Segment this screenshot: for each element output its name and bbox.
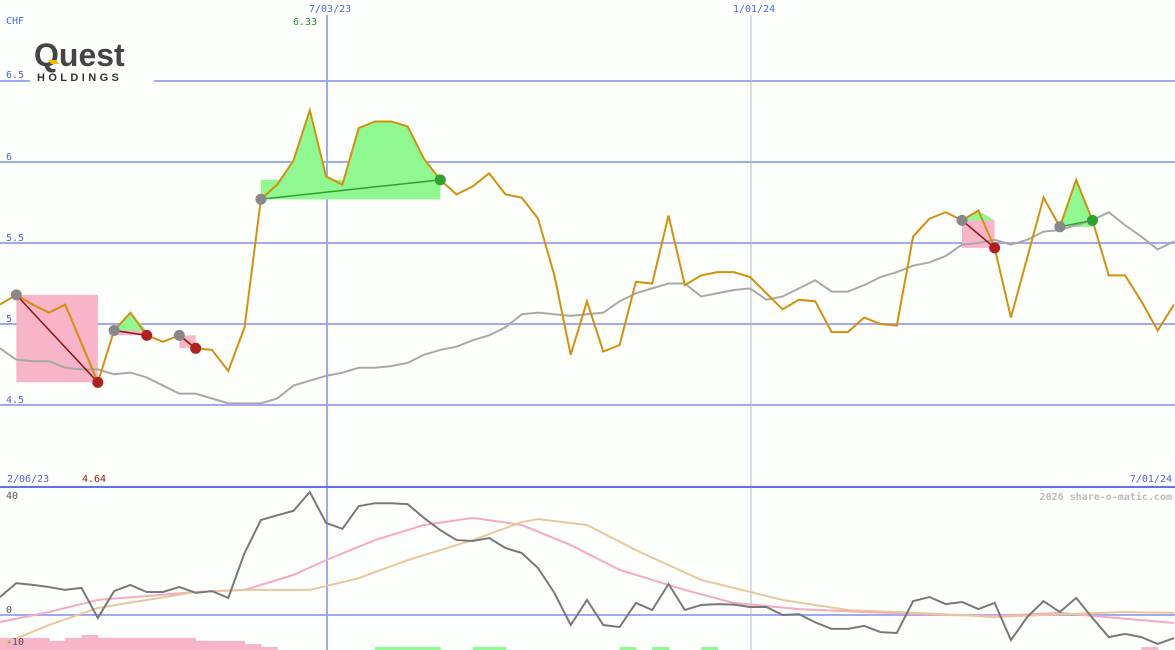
svg-text:Quest: Quest: [34, 37, 125, 73]
date-marker-2: 1/01/24: [733, 4, 775, 15]
signal-entry-marker: [956, 214, 968, 226]
trade-signals: [16, 110, 1093, 383]
signal-exit-marker: [141, 329, 153, 341]
gain-area: [260, 110, 441, 200]
histogram-bar: [1141, 647, 1159, 650]
gain-area: [1059, 179, 1093, 227]
date-marker-1: 7/03/23: [309, 4, 351, 15]
signal-exit-marker: [434, 174, 446, 186]
histogram-bar: [701, 647, 718, 650]
quest-holdings-logo: Quest HOLDINGS: [30, 36, 154, 86]
histogram-bar: [423, 647, 441, 650]
histogram-bar: [652, 647, 670, 650]
histogram-bar: [472, 647, 490, 650]
signal-markers: [10, 174, 1098, 388]
signal-entry-marker: [108, 324, 120, 336]
histogram-bar: [179, 637, 197, 650]
histogram-bar: [489, 647, 506, 650]
signal-entry-marker: [173, 329, 185, 341]
histogram-bar: [228, 640, 246, 650]
signal-exit-marker: [92, 376, 104, 388]
histogram-bar: [65, 637, 83, 650]
ind-ytick-minus10: -10: [6, 637, 24, 648]
histogram-bar: [407, 647, 425, 650]
histogram-bar: [32, 637, 50, 650]
moving-average-line: [0, 211, 1175, 405]
histogram-bar: [375, 647, 392, 650]
signal-link: [1059, 219, 1093, 228]
histogram-bar: [619, 647, 637, 650]
histogram-bar: [260, 647, 278, 650]
ytick-6: 6: [6, 152, 12, 163]
gain-area: [962, 210, 995, 221]
histogram-bar: [16, 637, 34, 650]
series-lines: [0, 106, 1175, 647]
low-label: 4.64: [82, 474, 106, 485]
ind-ytick-0: 0: [6, 605, 12, 616]
signal-entry-marker: [1054, 221, 1066, 233]
slow-signal-line: [0, 518, 1175, 647]
high-label: 6.33: [293, 17, 317, 28]
histogram-bar: [97, 637, 115, 650]
ytick-5: 5: [6, 314, 12, 325]
histogram-bar: [195, 640, 213, 650]
momentum-line: [0, 490, 1175, 645]
grid: [0, 15, 1175, 650]
ytick-5.5: 5.5: [6, 233, 24, 244]
histogram-bar: [130, 637, 148, 650]
histogram-bar: [146, 637, 164, 650]
gain-area: [114, 312, 147, 331]
currency-label: CHF: [6, 16, 24, 27]
ind-ytick-40: 40: [6, 491, 18, 502]
signal-link: [15, 294, 99, 383]
histogram-bar: [391, 647, 409, 650]
svg-text:HOLDINGS: HOLDINGS: [37, 72, 122, 84]
signal-exit-marker: [989, 242, 1001, 254]
signal-entry-marker: [255, 193, 267, 205]
end-date: 7/01/24: [1130, 474, 1172, 485]
signal-entry-marker: [10, 289, 22, 301]
signal-exit-marker: [1086, 214, 1098, 226]
fast-signal-line: [0, 516, 1175, 624]
signal-exit-marker: [190, 342, 202, 354]
ytick-6.5: 6.5: [6, 70, 24, 81]
histogram-bar: [163, 637, 180, 650]
signal-link: [260, 179, 441, 201]
histogram-bar: [244, 644, 262, 650]
start-date: 2/06/23: [7, 474, 49, 485]
histogram-bar: [211, 640, 229, 650]
watermark: 2026 share-o-matic.com: [1040, 491, 1172, 503]
ytick-4.5: 4.5: [6, 395, 24, 406]
histogram-bar: [114, 637, 131, 650]
histogram-bar: [48, 640, 66, 650]
histogram-bar: [81, 634, 99, 650]
signal-link: [961, 219, 996, 249]
